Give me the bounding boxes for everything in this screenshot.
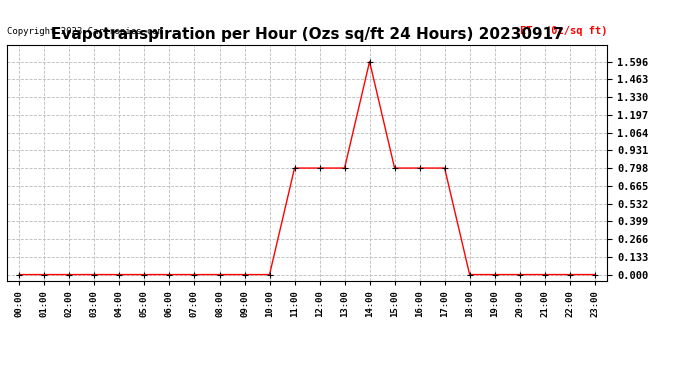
Text: Copyright 2023 Cartronics.com: Copyright 2023 Cartronics.com (7, 27, 163, 36)
Title: Evapotranspiration per Hour (Ozs sq/ft 24 Hours) 20230917: Evapotranspiration per Hour (Ozs sq/ft 2… (50, 27, 564, 42)
Text: ET  (0z/sq ft): ET (0z/sq ft) (520, 26, 607, 36)
